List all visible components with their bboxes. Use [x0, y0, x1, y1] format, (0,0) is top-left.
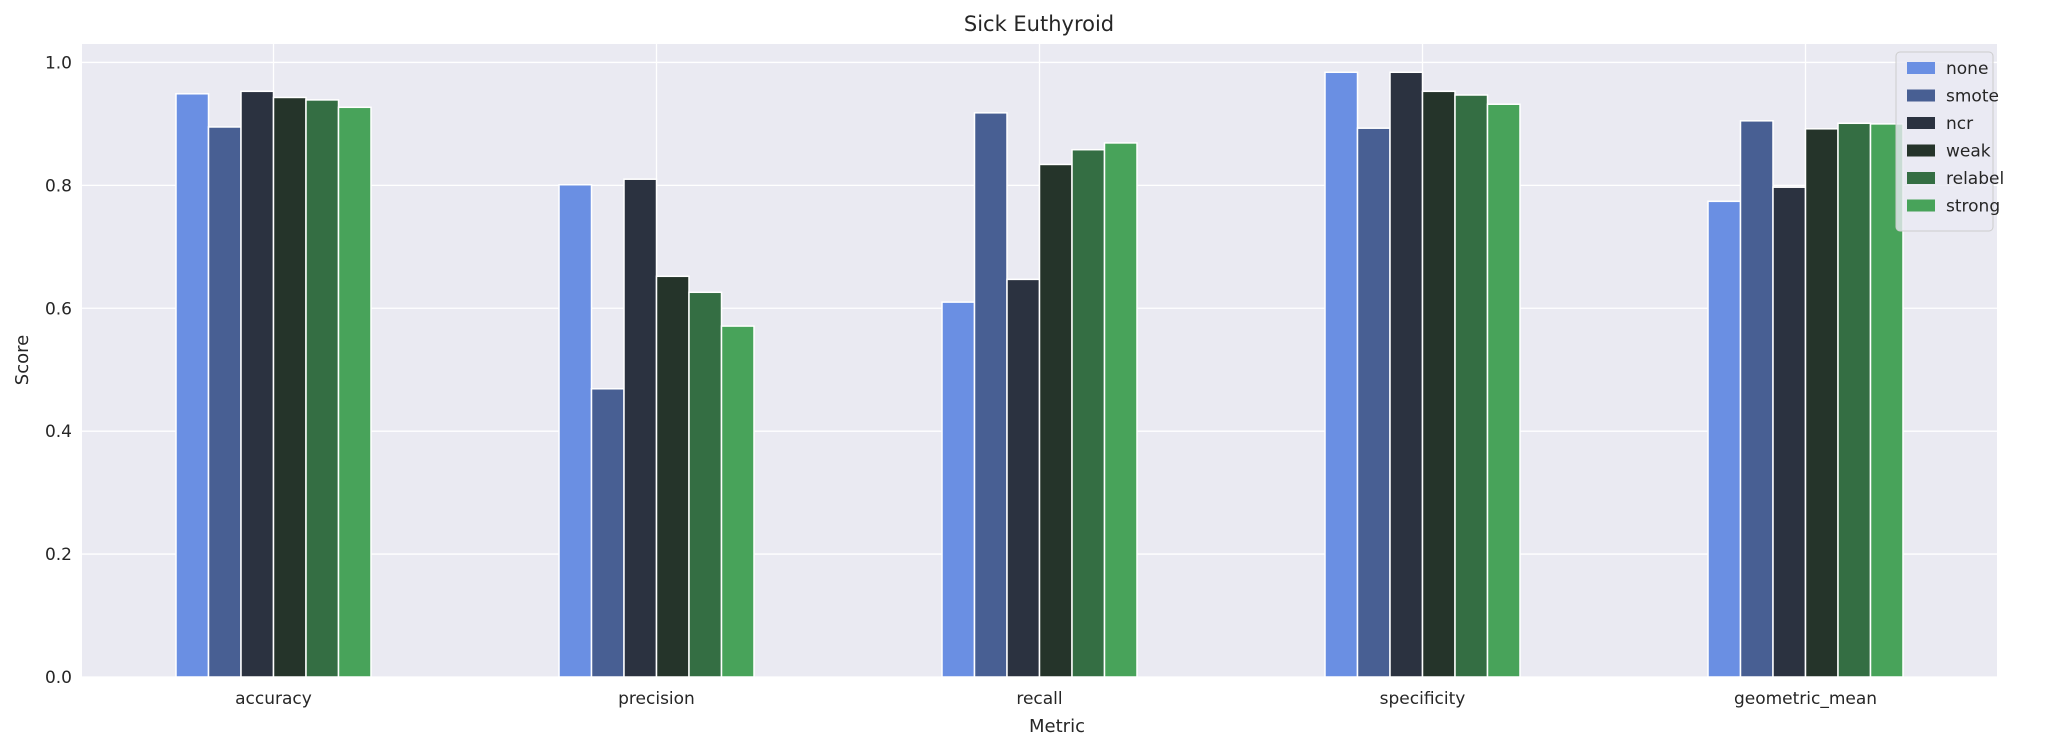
x-tick-label: recall	[1016, 689, 1062, 709]
bar-ncr-precision	[623, 178, 658, 678]
bar-none-specificity	[1324, 71, 1359, 678]
x-axis-label: Metric	[1029, 716, 1085, 737]
legend-label-relabel: relabel	[1946, 169, 2004, 189]
legend-label-weak: weak	[1946, 142, 1991, 162]
bar-strong-specificity	[1486, 103, 1521, 678]
legend-label-strong: strong	[1946, 197, 2000, 217]
bar-none-geometric_mean	[1707, 200, 1742, 678]
bar-relabel-accuracy	[305, 99, 340, 678]
bar-smote-recall	[973, 112, 1008, 678]
bar-ncr-accuracy	[240, 90, 275, 678]
y-tick-label: 0.4	[45, 422, 72, 442]
bar-weak-geometric_mean	[1804, 128, 1839, 678]
bar-weak-precision	[655, 275, 690, 678]
bar-smote-precision	[590, 388, 625, 678]
bar-strong-accuracy	[337, 106, 372, 678]
x-tick-label: specificity	[1380, 689, 1466, 709]
bar-weak-recall	[1038, 163, 1073, 678]
y-axis-label: Score	[12, 335, 33, 385]
legend-label-none: none	[1946, 59, 1988, 79]
x-tick-label: accuracy	[235, 689, 312, 709]
legend: none smote ncr weak relabel strong	[1895, 51, 2004, 232]
bar-ncr-geometric_mean	[1772, 186, 1807, 678]
legend-swatch-ncr	[1907, 117, 1935, 129]
bar-strong-recall	[1103, 142, 1138, 678]
legend-label-smote: smote	[1946, 87, 1999, 107]
x-tick-label: geometric_mean	[1734, 689, 1877, 709]
y-tick-label: 0.8	[45, 176, 72, 196]
bar-ncr-recall	[1006, 278, 1041, 678]
y-tick-label: 0.2	[45, 545, 72, 565]
bar-smote-geometric_mean	[1739, 120, 1774, 678]
x-tick-labels: accuracy precision recall specificity geomet…	[235, 689, 1877, 709]
bar-smote-specificity	[1356, 127, 1391, 678]
legend-swatch-relabel	[1907, 172, 1935, 184]
legend-swatch-none	[1907, 62, 1935, 74]
bar-none-precision	[558, 183, 593, 678]
bar-smote-accuracy	[207, 126, 242, 678]
bar-relabel-geometric_mean	[1837, 122, 1872, 678]
y-tick-label: 0.6	[45, 299, 72, 319]
bar-relabel-specificity	[1454, 94, 1489, 678]
bar-relabel-precision	[688, 291, 723, 678]
bar-ncr-specificity	[1389, 71, 1424, 678]
legend-swatch-smote	[1907, 89, 1935, 102]
bar-weak-accuracy	[272, 96, 307, 678]
bar-none-accuracy	[175, 93, 210, 678]
bar-none-recall	[941, 301, 976, 678]
legend-swatch-weak	[1907, 144, 1935, 157]
legend-swatch-strong	[1907, 199, 1935, 212]
y-tick-label: 0.0	[45, 668, 72, 688]
chart-title: Sick Euthyroid	[964, 12, 1114, 36]
bar-weak-specificity	[1421, 90, 1456, 678]
bar-relabel-recall	[1071, 148, 1106, 678]
y-tick-labels: 0.0 0.2 0.4 0.6 0.8 1.0	[45, 53, 72, 688]
x-tick-label: precision	[618, 689, 695, 709]
bar-strong-precision	[720, 325, 755, 678]
legend-label-ncr: ncr	[1946, 114, 1973, 134]
bars	[175, 71, 1904, 678]
y-tick-label: 1.0	[45, 53, 72, 73]
